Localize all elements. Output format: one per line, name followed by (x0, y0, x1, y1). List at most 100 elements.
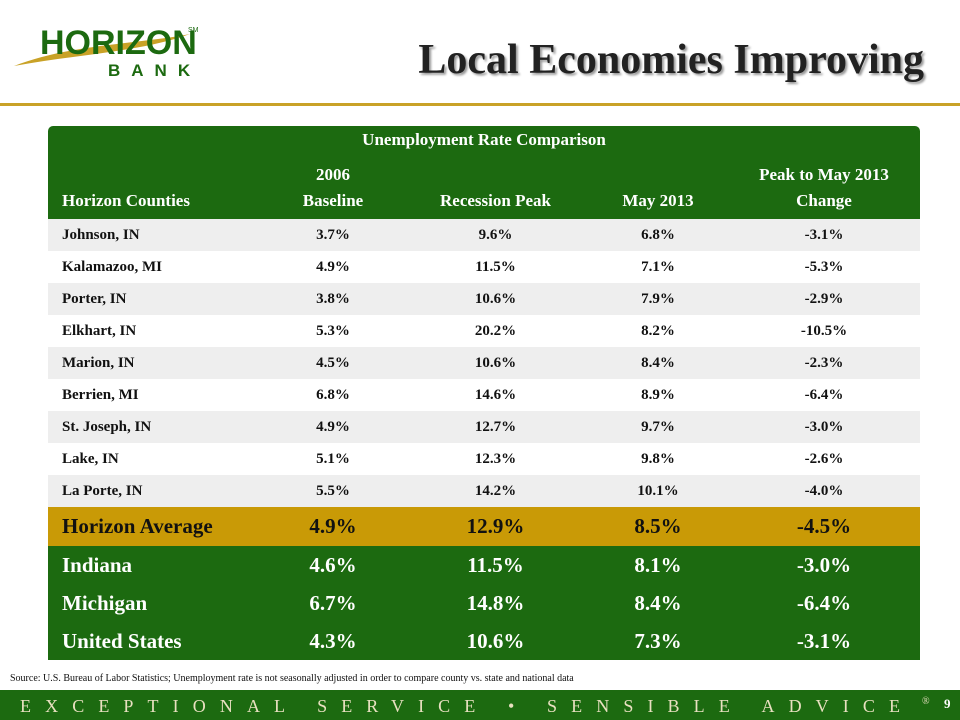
cell: 6.8% (316, 386, 350, 403)
cell: Indiana (48, 546, 263, 584)
header-cell: Peak to May 2013 Change (728, 153, 920, 219)
cell: -2.6% (804, 450, 844, 467)
cell: Johnson, IN (48, 219, 263, 251)
footer-art: EXCEPTIONAL SERVICE • SENSIBLE ADVICE ® … (20, 696, 951, 716)
header-text: Change (796, 191, 852, 210)
cell: Horizon Average (48, 507, 263, 546)
cell: 7.1% (641, 258, 675, 275)
cell: 12.7% (403, 411, 588, 443)
cell: -6.4% (804, 386, 844, 403)
cell: 10.1% (588, 475, 728, 507)
cell: -10.5% (800, 322, 848, 339)
cell: -3.1% (728, 219, 920, 251)
logo-sub: BANK (108, 61, 201, 80)
cell: 9.6% (403, 219, 588, 251)
header-text: 2006 (316, 165, 350, 184)
cell: 7.9% (588, 283, 728, 315)
cell: -4.5% (728, 507, 920, 546)
cell: 8.4% (588, 347, 728, 379)
cell: Porter, IN (48, 283, 263, 315)
header-cell: Horizon Counties (48, 153, 263, 219)
cell: 4.9% (263, 507, 403, 546)
cell: Berrien, MI (62, 386, 139, 403)
cell: -2.9% (728, 283, 920, 315)
cell: 5.3% (316, 322, 350, 339)
cell: 20.2% (474, 322, 517, 339)
cell: 14.2% (403, 475, 588, 507)
cell: -2.3% (728, 347, 920, 379)
cell: Kalamazoo, MI (62, 258, 162, 275)
header-text: Peak to May 2013 (759, 165, 889, 184)
cell: 4.3% (263, 622, 403, 660)
cell: 4.5% (263, 347, 403, 379)
page-number: 9 (944, 696, 951, 711)
logo: HORIZON SM BANK (14, 24, 201, 80)
cell: 11.5% (403, 546, 588, 584)
county-row: Elkhart, IN 5.3% 20.2% 8.2% -10.5% (48, 315, 920, 347)
cell: 12.9% (403, 507, 588, 546)
cell: La Porte, IN (48, 475, 263, 507)
cell: 4.9% (263, 411, 403, 443)
cell: 7.3% (588, 622, 728, 660)
cell: Lake, IN (62, 450, 119, 467)
cell: 8.9% (641, 386, 675, 403)
registered-mark: ® (922, 696, 930, 707)
header-text: Horizon Counties (62, 191, 190, 210)
county-row: Johnson, IN 3.7% 9.6% 6.8% -3.1% (48, 219, 920, 251)
cell: -5.3% (804, 258, 844, 275)
header-cell: May 2013 (588, 153, 728, 219)
cell: 8.1% (588, 546, 728, 584)
cell: 6.8% (588, 219, 728, 251)
cell: 4.9% (316, 258, 350, 275)
tagline: EXCEPTIONAL SERVICE • SENSIBLE ADVICE (20, 696, 900, 716)
header-cell: 2006 Baseline (263, 153, 403, 219)
county-row: Porter, IN 3.8% 10.6% 7.9% -2.9% (48, 283, 920, 315)
average-row: Horizon Average 4.9% 12.9% 8.5% -4.5% (48, 507, 920, 546)
county-row: Kalamazoo, MI 4.9% 11.5% 7.1% -5.3% (48, 251, 920, 283)
table-caption: Unemployment Rate Comparison (48, 126, 920, 153)
cell: 9.8% (641, 450, 675, 467)
cell: Michigan (48, 584, 263, 622)
summary-row: Indiana 4.6% 11.5% 8.1% -3.0% (48, 546, 920, 584)
summary-row: Michigan 6.7% 14.8% 8.4% -6.4% (48, 584, 920, 622)
header-text: May 2013 (622, 191, 694, 210)
source-note: Source: U.S. Bureau of Labor Statistics;… (10, 673, 574, 684)
cell: Elkhart, IN (62, 322, 137, 339)
slide-title: Local Economies Improving (418, 37, 924, 83)
cell: 3.7% (263, 219, 403, 251)
table: Horizon Counties 2006 Baseline Recession Pe… (48, 153, 920, 660)
summary-row: United States 4.3% 10.6% 7.3% -3.1% (48, 622, 920, 660)
cell: -3.0% (728, 411, 920, 443)
county-row: St. Joseph, IN 4.9% 12.7% 9.7% -3.0% (48, 411, 920, 443)
cell: 10.6% (403, 283, 588, 315)
cell: 12.3% (474, 450, 517, 467)
cell: 6.7% (263, 584, 403, 622)
logo-mark: SM (188, 27, 199, 34)
cell: 4.6% (263, 546, 403, 584)
cell: 11.5% (475, 258, 516, 275)
cell: -3.0% (728, 546, 920, 584)
county-row: Berrien, MI 6.8% 14.6% 8.9% -6.4% (48, 379, 920, 411)
cell: 10.6% (403, 622, 588, 660)
footer: EXCEPTIONAL SERVICE • SENSIBLE ADVICE ® … (0, 690, 960, 720)
header-row: Horizon Counties 2006 Baseline Recession Pe… (48, 153, 920, 219)
cell: St. Joseph, IN (48, 411, 263, 443)
cell: Marion, IN (48, 347, 263, 379)
cell: United States (48, 622, 263, 660)
cell: 14.8% (403, 584, 588, 622)
cell: 8.2% (641, 322, 675, 339)
county-row: Lake, IN 5.1% 12.3% 9.8% -2.6% (48, 443, 920, 475)
logo-name: HORIZON (40, 24, 197, 62)
cell: -6.4% (728, 584, 920, 622)
cell: 5.1% (316, 450, 350, 467)
logo-swoosh (14, 34, 190, 66)
header-text: Baseline (302, 191, 364, 210)
cell: 9.7% (588, 411, 728, 443)
county-row: Marion, IN 4.5% 10.6% 8.4% -2.3% (48, 347, 920, 379)
cell: 10.6% (403, 347, 588, 379)
county-row: La Porte, IN 5.5% 14.2% 10.1% -4.0% (48, 475, 920, 507)
header-cell: Recession Peak (403, 153, 588, 219)
title-rule (0, 103, 960, 106)
cell: 3.8% (263, 283, 403, 315)
